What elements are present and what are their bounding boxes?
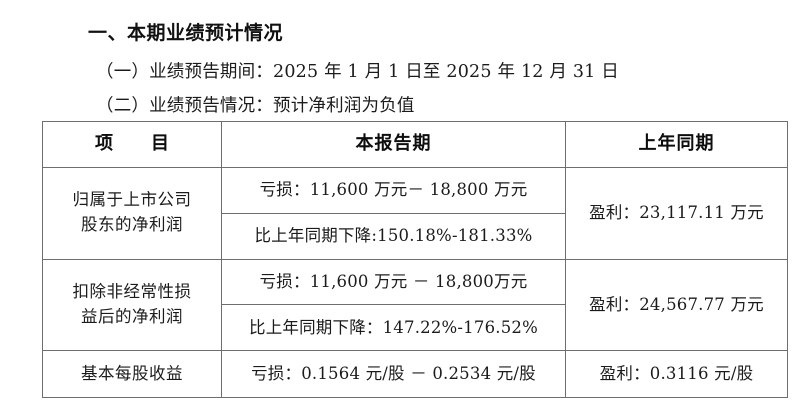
financial-table-wrapper: 项 目 本报告期 上年同期 归属于上市公司 股东的净利润 亏损：11,600 万…: [42, 121, 788, 398]
cell-prior-value: 盈利：23,117.11 万元: [565, 166, 788, 260]
forecast-period-line: （一）业绩预告期间：2025 年 1 月 1 日至 2025 年 12 月 31…: [96, 62, 619, 82]
cell-current-change: 比上年同期下降：147.22%-176.52%: [221, 304, 566, 352]
row-label-net-profit-attributable: 归属于上市公司 股东的净利润: [42, 166, 222, 260]
row-label-line1: 扣除非经常性损: [72, 282, 192, 302]
cell-current-amount: 亏损：11,600 万元 － 18,800万元: [221, 258, 566, 306]
cell-current-change: 比上年同期下降:150.18%-181.33%: [221, 212, 566, 260]
cell-current-amount: 亏损：0.1564 元/股 － 0.2534 元/股: [221, 350, 566, 398]
row-label-line2: 股东的净利润: [81, 215, 183, 235]
table-row: 比上年同期下降:150.18%-181.33%: [43, 212, 788, 260]
header-cell-prior-period: 上年同期: [565, 121, 788, 168]
cell-prior-value: 盈利：24,567.77 万元: [565, 258, 788, 352]
financial-forecast-table: 项 目 本报告期 上年同期 归属于上市公司 股东的净利润 亏损：11,600 万…: [42, 121, 788, 398]
page-title: 一、本期业绩预计情况: [88, 22, 284, 44]
row-label-line1: 基本每股收益: [81, 363, 183, 383]
table-row: 基本每股收益 亏损：0.1564 元/股 － 0.2534 元/股 盈利：0.3…: [42, 350, 788, 398]
header-cell-item: 项 目: [42, 121, 222, 168]
row-label-basic-eps: 基本每股收益: [42, 350, 222, 398]
cell-prior-value: 盈利：0.3116 元/股: [565, 350, 788, 398]
header-item-label: 项 目: [95, 133, 179, 155]
forecast-status-line: （二）业绩预告情况：预计净利润为负值: [96, 96, 415, 116]
table-header-row: 项 目 本报告期 上年同期: [42, 121, 788, 168]
table-row: 归属于上市公司 股东的净利润 亏损：11,600 万元－ 18,800 万元 盈…: [42, 166, 788, 260]
row-label-line2: 益后的净利润: [81, 306, 183, 326]
table-row: 扣除非经常性损 益后的净利润 亏损：11,600 万元 － 18,800万元 盈…: [42, 258, 788, 352]
header-cell-current-period: 本报告期: [221, 121, 566, 168]
row-label-net-profit-excl-nonrecurring: 扣除非经常性损 益后的净利润: [42, 258, 222, 352]
table-row: 比上年同期下降：147.22%-176.52%: [43, 304, 788, 352]
cell-current-amount: 亏损：11,600 万元－ 18,800 万元: [221, 166, 566, 214]
row-label-line1: 归属于上市公司: [72, 190, 192, 210]
